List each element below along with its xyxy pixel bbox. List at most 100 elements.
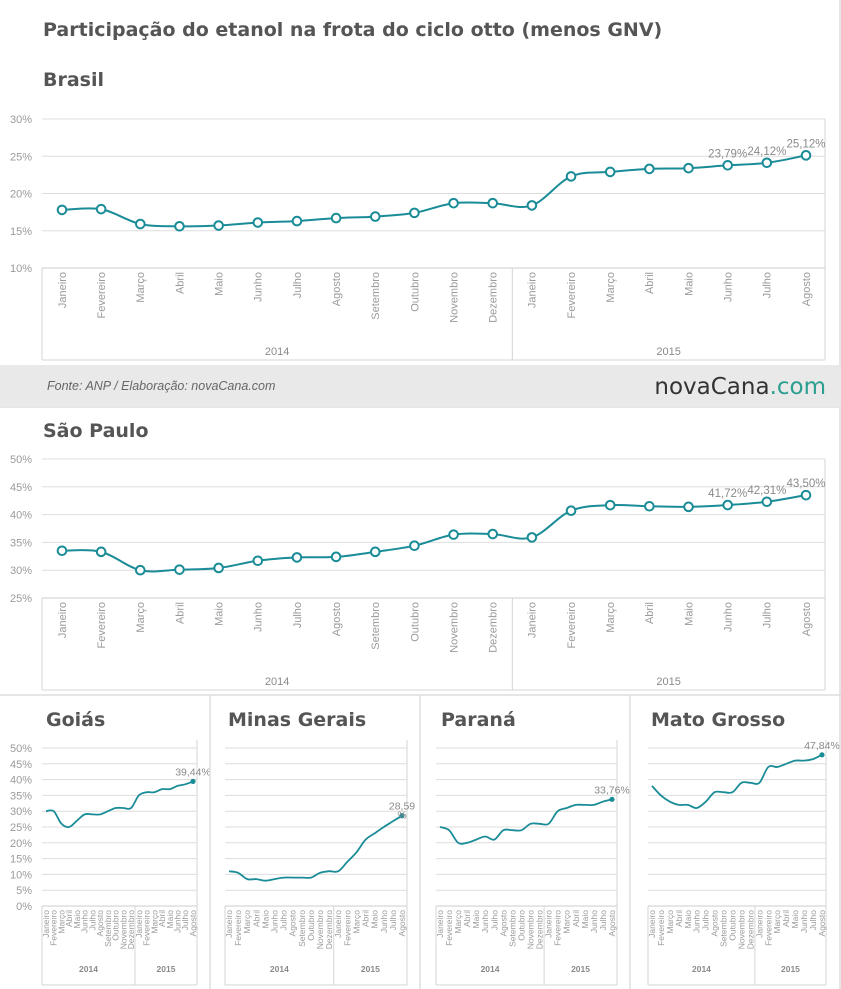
data-point: [56, 204, 68, 216]
data-point: [565, 171, 577, 182]
x-tick-label: Janeiro: [57, 272, 69, 308]
data-point: [644, 163, 655, 175]
x-tick-label: Maio: [471, 910, 481, 929]
data-point: [174, 564, 185, 575]
x-tick-label: Abril: [361, 910, 371, 927]
data-point: [722, 159, 733, 171]
series-line: [651, 753, 823, 809]
x-tick-label: Dezembro: [324, 910, 334, 949]
x-tick-label: Janeiro: [41, 910, 51, 938]
x-tick-label: Maio: [580, 910, 590, 929]
data-point: [800, 150, 812, 161]
x-tick-label: Julho: [762, 272, 774, 298]
x-tick-label: Março: [135, 272, 147, 303]
x-tick-label: Janeiro: [544, 910, 554, 938]
x-tick-label: Agosto: [331, 602, 343, 636]
data-point: [604, 166, 616, 178]
x-tick-label: Janeiro: [333, 910, 343, 938]
x-tick-label: Novembro: [315, 910, 325, 949]
x-tick-label: Março: [351, 910, 361, 934]
chart-3: Goiás 0% 5% 10% 15% 20% 25% 30% 35% 40% 45% 50% Jane…: [10, 709, 211, 986]
y-tick-label: 35%: [10, 537, 32, 549]
y-tick-label: 30%: [10, 806, 32, 818]
data-point: [448, 197, 459, 209]
x-tick-label: Abril: [674, 910, 684, 927]
data-point: [291, 215, 303, 227]
chart-title: Paraná: [441, 709, 516, 731]
x-tick-label: Janeiro: [435, 910, 445, 938]
year-label: 2014: [270, 964, 289, 974]
chart-2: São Paulo 25% 30% 35% 40% 45% 50% Janeiro Fevere…: [10, 420, 826, 691]
data-point: [135, 218, 146, 230]
x-tick-label: Julho: [180, 910, 190, 931]
x-tick-label: Abril: [571, 910, 581, 927]
x-tick-label: Abril: [174, 272, 186, 294]
data-label: 28,59: [389, 801, 415, 813]
data-point: [526, 200, 538, 211]
y-tick-label: 15%: [10, 226, 32, 238]
y-tick-label: 10%: [10, 869, 32, 881]
data-label: 41,72%: [708, 488, 747, 500]
y-tick-label: 50%: [10, 454, 32, 466]
year-label: 2014: [692, 964, 711, 974]
year-label: 2014: [265, 676, 289, 688]
x-tick-label: Setembro: [103, 910, 113, 947]
year-label: 2015: [361, 964, 380, 974]
x-tick-label: Fevereiro: [342, 910, 352, 946]
x-tick-label: Agosto: [188, 910, 198, 937]
x-tick-label: Julho: [279, 910, 289, 931]
x-tick-label: Agosto: [817, 910, 827, 937]
x-tick-label: Junho: [589, 910, 599, 933]
data-point: [174, 220, 185, 232]
x-tick-label: Junho: [723, 272, 735, 302]
x-tick-label: Janeiro: [57, 602, 69, 638]
year-label: 2015: [157, 964, 176, 974]
x-tick-label: Maio: [72, 910, 82, 929]
y-tick-label: 20%: [10, 189, 32, 201]
x-tick-label: Março: [772, 910, 782, 934]
x-tick-label: Fevereiro: [763, 910, 773, 946]
x-tick-label: Julho: [762, 602, 774, 628]
y-tick-label: 50%: [10, 743, 32, 755]
x-tick-label: Abril: [644, 272, 656, 294]
x-tick-label: Junho: [480, 910, 490, 933]
x-tick-label: Julho: [489, 910, 499, 931]
data-label-unit: %: [397, 810, 406, 822]
x-tick-label: Fevereiro: [656, 910, 666, 946]
data-label: 47,84%: [804, 740, 840, 752]
x-tick-label: Dezembro: [745, 910, 755, 949]
year-label: 2014: [79, 964, 98, 974]
x-tick-label: Abril: [462, 910, 472, 927]
x-tick-label: Agosto: [95, 910, 105, 937]
x-tick-label: Fevereiro: [444, 910, 454, 946]
logo-main: novaCana: [654, 374, 769, 400]
y-tick-label: 25%: [10, 822, 32, 834]
chart-title: Mato Grosso: [651, 709, 785, 731]
x-tick-label: Dezembro: [488, 272, 500, 323]
y-tick-label: 25%: [10, 593, 32, 605]
x-tick-label: Maio: [683, 910, 693, 929]
data-point: [409, 207, 420, 219]
series-line: [61, 154, 807, 228]
x-tick-label: Janeiro: [527, 272, 539, 308]
data-point: [252, 217, 264, 228]
data-point: [369, 546, 381, 558]
figure-title: Participação do etanol na frota do ciclo…: [43, 19, 662, 41]
x-tick-label: Novembro: [448, 272, 460, 323]
x-tick-label: Junho: [799, 910, 809, 933]
data-point: [800, 489, 812, 501]
x-tick-label: Maio: [260, 910, 270, 929]
x-tick-label: Agosto: [801, 602, 813, 636]
x-tick-label: Janeiro: [647, 910, 657, 938]
y-tick-label: 30%: [10, 114, 32, 126]
x-tick-label: Julho: [292, 602, 304, 628]
x-tick-label: Fevereiro: [142, 910, 152, 946]
data-label: 43,50%: [786, 478, 825, 490]
x-tick-label: Março: [605, 602, 617, 633]
x-tick-label: Julho: [87, 910, 97, 931]
source-band: [0, 365, 841, 407]
data-point: [609, 796, 615, 802]
x-tick-label: Maio: [213, 272, 225, 296]
x-tick-label: Setembro: [507, 910, 517, 947]
x-tick-label: Setembro: [297, 910, 307, 947]
